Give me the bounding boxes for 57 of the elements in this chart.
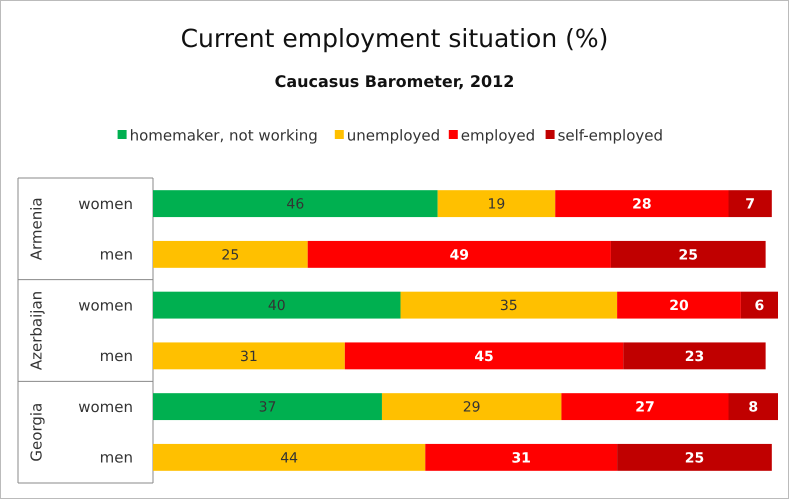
legend-label: homemaker, not working [130, 126, 318, 144]
data-label: 29 [462, 400, 481, 416]
data-label: 49 [450, 247, 470, 264]
bar [400, 292, 618, 319]
bar [153, 240, 308, 268]
legend-label: unemployed [346, 126, 440, 144]
bar [382, 393, 562, 420]
chart-title: Current employment situation (%) [180, 24, 608, 53]
data-label: 20 [669, 298, 689, 314]
y-tick-label: women [78, 296, 133, 314]
data-label: 31 [240, 348, 258, 365]
data-label: 25 [221, 247, 240, 264]
bar [153, 342, 345, 370]
legend-label: self-employed [558, 126, 664, 144]
y-tick-label: men [100, 347, 133, 366]
bar [728, 393, 778, 420]
data-label: 25 [684, 450, 704, 466]
y-tick-label: men [100, 246, 133, 264]
y-tick-label: men [100, 448, 133, 467]
bar [425, 444, 618, 471]
y-tick-label: women [78, 194, 133, 213]
bar [153, 393, 382, 420]
bar [740, 292, 778, 319]
text: Azerbaijan [27, 290, 46, 370]
bar [617, 292, 741, 319]
data-label: 27 [635, 400, 655, 416]
bar [153, 292, 401, 319]
text: Georgia [27, 402, 46, 462]
bar [610, 240, 766, 268]
bar [308, 240, 611, 268]
data-label: 35 [500, 298, 518, 314]
data-label: 40 [268, 298, 286, 314]
bar [617, 444, 772, 471]
text: Armenia [27, 197, 46, 260]
data-label: 6 [754, 298, 764, 314]
data-label: 28 [632, 196, 652, 213]
data-label: 23 [684, 348, 704, 365]
data-label: 44 [280, 450, 298, 466]
bar [728, 190, 772, 218]
data-label: 8 [748, 400, 758, 416]
bar [344, 342, 624, 370]
data-label: 7 [745, 196, 756, 213]
bar [438, 190, 556, 218]
bar [153, 190, 438, 218]
bar [623, 342, 766, 370]
data-label: 31 [511, 450, 531, 466]
bar [555, 190, 728, 218]
data-label: 19 [488, 196, 506, 213]
data-label: 46 [286, 196, 304, 213]
data-label: 45 [474, 348, 494, 365]
y-tick-label: women [78, 398, 133, 416]
data-label: 37 [258, 400, 276, 416]
data-label: 25 [678, 247, 698, 264]
chart-subtitle: Caucasus Barometer, 2012 [274, 72, 514, 91]
bar [561, 393, 728, 420]
bar [153, 444, 426, 471]
legend-label: employed [460, 126, 536, 144]
